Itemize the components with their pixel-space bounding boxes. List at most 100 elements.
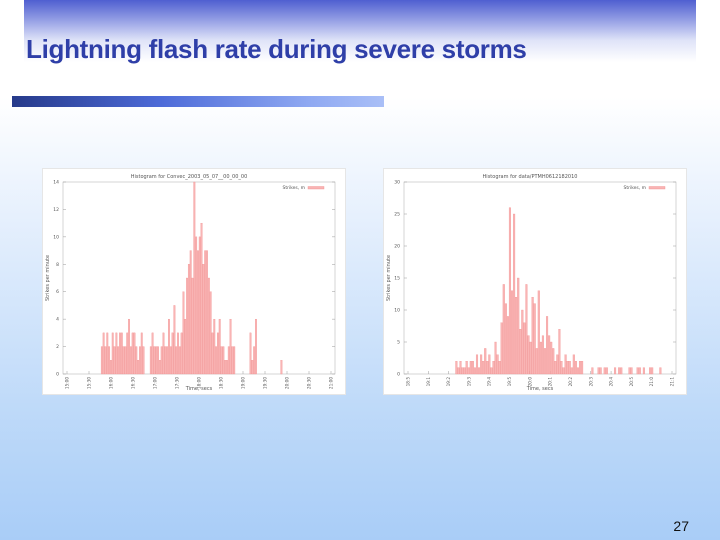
x-axis-label: Time, secs — [185, 386, 213, 392]
histogram-bar — [560, 361, 563, 375]
histogram-bar — [186, 277, 188, 375]
histogram-bar — [100, 346, 103, 375]
histogram-bar — [469, 361, 472, 375]
histogram-bar — [537, 290, 540, 375]
x-tick-label: 19:4 — [487, 377, 492, 387]
histogram-bar — [222, 346, 225, 375]
histogram-bar — [160, 346, 163, 375]
histogram-chart-right: Histogram for data/PTMH0612182010 0 5 10 15 2… — [383, 168, 687, 395]
histogram-bar — [253, 346, 256, 375]
histogram-bar — [614, 367, 617, 375]
histogram-bar — [135, 346, 138, 375]
histogram-bar — [226, 360, 228, 375]
histogram-bar — [574, 361, 577, 375]
histogram-bar — [133, 332, 136, 375]
histogram-bar — [628, 367, 631, 375]
histogram-bar — [255, 318, 257, 375]
y-tick-label: 6 — [56, 289, 59, 295]
y-tick-label: 15 — [394, 276, 400, 282]
histogram-bar — [213, 318, 216, 375]
histogram-bar — [457, 367, 460, 375]
histogram-bar — [478, 367, 481, 375]
histogram-bar — [204, 250, 207, 375]
histogram-bar — [566, 361, 569, 375]
histogram-bar — [153, 346, 156, 375]
histogram-bar — [126, 332, 129, 375]
x-tick-label: 19:2 — [446, 377, 451, 387]
histogram-bar — [215, 346, 218, 375]
legend-label: Strikes, m — [623, 185, 646, 191]
histogram-bar — [471, 361, 474, 375]
histogram-left-svg: Histogram for Convec_2003_05_07__00_00_0… — [45, 174, 336, 392]
x-tick-label: 17:30 — [175, 377, 180, 389]
histogram-bar — [541, 335, 544, 375]
histogram-bar — [546, 316, 549, 375]
histogram-bar — [122, 346, 125, 375]
legend-swatch — [307, 186, 325, 190]
histogram-bar — [511, 290, 514, 375]
histogram-bar — [164, 346, 167, 375]
histogram-bar — [482, 361, 485, 375]
histogram-bar — [149, 346, 152, 375]
histogram-bar — [558, 329, 561, 375]
histogram-bar — [618, 367, 621, 375]
y-tick-label: 0 — [397, 372, 400, 378]
histogram-bar — [220, 346, 223, 375]
histogram-bar — [506, 316, 509, 375]
x-tick-label: 20:2 — [568, 377, 573, 387]
histogram-bar — [251, 360, 254, 375]
histogram-bar — [177, 332, 179, 375]
histogram-bar — [120, 332, 123, 375]
histogram-bar — [158, 360, 161, 375]
histogram-bar — [488, 354, 491, 375]
y-tick-label: 14 — [53, 180, 59, 186]
histogram-bar — [224, 360, 227, 375]
histogram-bar — [216, 332, 219, 375]
legend-swatch — [648, 186, 666, 190]
histogram-bar — [486, 361, 489, 375]
histogram-bar — [550, 341, 553, 375]
chart-title: Histogram for data/PTMH0612182010 — [483, 174, 578, 180]
histogram-bar — [180, 332, 183, 375]
x-tick-label: 19:5 — [507, 377, 512, 387]
histogram-bar — [162, 332, 165, 375]
histogram-bar — [157, 346, 159, 375]
histogram-bar — [533, 303, 536, 375]
y-tick-label: 2 — [56, 344, 59, 350]
histogram-bar — [166, 346, 169, 375]
histogram-bar — [173, 305, 176, 375]
histogram-bar — [209, 291, 212, 375]
histogram-bar — [280, 360, 283, 375]
legend-label: Strikes, m — [282, 185, 305, 191]
histogram-bar — [475, 354, 479, 375]
histogram-bar — [504, 303, 507, 375]
x-tick-label: 20:30 — [307, 377, 312, 389]
x-tick-label: 18:5 — [406, 377, 411, 387]
x-tick-label: 18:00 — [197, 377, 202, 389]
histogram-bar — [218, 318, 221, 375]
histogram-bar — [513, 213, 516, 375]
y-tick-label: 30 — [394, 180, 400, 186]
x-tick-label: 19:1 — [426, 377, 431, 387]
histogram-bar — [535, 348, 538, 375]
histogram-bar — [142, 346, 145, 375]
histogram-bar — [182, 291, 185, 375]
histogram-bar — [233, 346, 236, 375]
histogram-bar — [531, 297, 534, 375]
x-tick-label: 20:3 — [588, 377, 593, 387]
title-underline — [12, 96, 384, 107]
x-tick-label: 20:1 — [548, 377, 553, 387]
histogram-bar — [184, 318, 187, 375]
y-tick-label: 20 — [394, 244, 400, 250]
y-tick-label: 10 — [53, 234, 59, 240]
histogram-bar — [104, 346, 107, 375]
histogram-bar — [129, 346, 132, 375]
histogram-bar — [502, 284, 505, 375]
histogram-bar — [620, 367, 623, 375]
histogram-bar — [527, 335, 530, 375]
histogram-bar — [124, 346, 127, 375]
y-tick-label: 0 — [56, 372, 59, 378]
histogram-bar — [649, 367, 652, 375]
histogram-bar — [189, 250, 192, 375]
y-tick-label: 5 — [397, 340, 400, 346]
